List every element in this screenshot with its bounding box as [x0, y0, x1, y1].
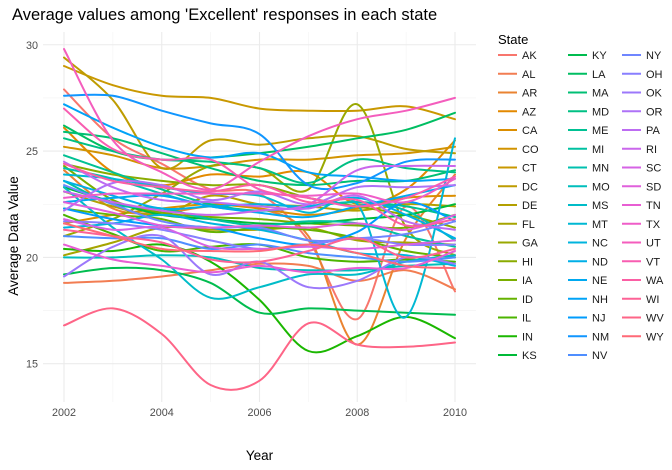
legend-label-ri: RI — [646, 144, 657, 156]
legend-label-wv: WV — [646, 313, 664, 325]
legend-label-dc: DC — [522, 181, 538, 193]
legend-label-sc: SC — [646, 163, 661, 175]
y-axis-title: Average Data Value — [6, 176, 21, 296]
legend-label-fl: FL — [522, 219, 535, 231]
series-line-nj — [63, 201, 456, 246]
series-line-mt — [63, 137, 456, 319]
x-tick-label: 2004 — [150, 407, 174, 419]
legend-label-ar: AR — [522, 88, 537, 100]
series-line-ma — [63, 130, 456, 187]
legend-label-mn: MN — [592, 163, 609, 175]
legend-label-wa: WA — [646, 275, 664, 287]
legend-label-ca: CA — [522, 125, 538, 137]
legend-label-ak: AK — [522, 50, 537, 62]
legend-label-la: LA — [592, 69, 606, 81]
x-axis-ticks: 2002 2004 2006 2008 2010 — [52, 407, 467, 419]
x-tick-label: 2008 — [345, 407, 369, 419]
series-line-or — [63, 180, 456, 212]
series-line-sd — [63, 201, 456, 231]
legend-label-nc: NC — [592, 238, 608, 250]
legend-label-co: CO — [522, 144, 539, 156]
legend-label-ks: KS — [522, 350, 537, 362]
legend-label-ct: CT — [522, 163, 537, 175]
x-tick-label: 2006 — [247, 407, 271, 419]
legend-label-sd: SD — [646, 181, 661, 193]
legend-label-mt: MT — [592, 219, 608, 231]
series-line-in — [63, 243, 456, 354]
series-line-dc — [63, 56, 456, 171]
legend-label-ms: MS — [592, 200, 609, 212]
series-lines — [63, 48, 456, 391]
series-line-ut — [63, 48, 456, 191]
legend-label-oh: OH — [646, 69, 663, 81]
legend-label-pa: PA — [646, 125, 661, 137]
series-line-ri — [63, 164, 456, 216]
legend-label-wi: WI — [646, 294, 659, 306]
chart-title: Average values among 'Excellent' respons… — [12, 6, 437, 24]
series-line-tn — [63, 243, 456, 274]
legend-label-hi: HI — [522, 256, 533, 268]
legend-title: State — [498, 32, 528, 47]
series-line-ct — [63, 65, 456, 121]
legend-label-nm: NM — [592, 331, 609, 343]
legend-label-nh: NH — [592, 294, 608, 306]
legend-label-ia: IA — [522, 275, 533, 287]
legend-label-al: AL — [522, 69, 535, 81]
legend-label-ny: NY — [646, 50, 662, 62]
legend-label-ne: NE — [592, 275, 607, 287]
legend-label-mo: MO — [592, 181, 610, 193]
y-tick-label: 15 — [26, 359, 38, 371]
series-line-vt — [63, 107, 456, 208]
series-line-az — [63, 126, 456, 206]
series-line-wa — [63, 162, 456, 228]
legend-label-vt: VT — [646, 256, 660, 268]
series-line-ny — [63, 184, 456, 242]
series-line-nm — [63, 93, 456, 191]
series-line-wy — [63, 222, 456, 269]
series-line-ne — [63, 184, 456, 219]
series-line-wv — [63, 307, 456, 391]
legend-label-nd: ND — [592, 256, 608, 268]
legend-label-ok: OK — [646, 88, 663, 100]
series-line-co — [63, 145, 456, 170]
series-line-wi — [63, 228, 456, 264]
legend-label-mi: MI — [592, 144, 604, 156]
y-tick-label: 25 — [26, 146, 38, 158]
series-line-ky — [63, 266, 456, 316]
legend-label-nj: NJ — [592, 313, 605, 325]
legend-label-il: IL — [522, 313, 531, 325]
series-line-pa — [63, 160, 456, 231]
series-line-sc — [63, 218, 456, 251]
legend-label-wy: WY — [646, 331, 664, 343]
legend-label-ga: GA — [522, 238, 539, 250]
legend-label-id: ID — [522, 294, 533, 306]
legend-label-me: ME — [592, 125, 609, 137]
y-tick-label: 20 — [26, 252, 38, 264]
legend-label-ky: KY — [592, 50, 607, 62]
y-tick-label: 30 — [26, 40, 38, 52]
legend-label-nv: NV — [592, 350, 608, 362]
legend-label-tn: TN — [646, 200, 661, 212]
legend-label-ma: MA — [592, 88, 609, 100]
y-axis-ticks: 15 20 25 30 — [26, 40, 38, 371]
legend-label-ut: UT — [646, 238, 661, 250]
legend-label-tx: TX — [646, 219, 661, 231]
legend-label-md: MD — [592, 106, 609, 118]
legend-label-de: DE — [522, 200, 537, 212]
legend-label-or: OR — [646, 106, 663, 118]
series-line-mo — [63, 254, 456, 272]
x-tick-label: 2010 — [443, 407, 467, 419]
x-tick-label: 2002 — [52, 407, 76, 419]
legend: AK AL AR AZ CA CO CT DC DE FL GA HI IA ID IL IN KS KY LA MA… — [498, 50, 664, 362]
series-line-nh — [63, 103, 456, 182]
legend-label-az: AZ — [522, 106, 536, 118]
legend-label-in: IN — [522, 331, 533, 343]
x-axis-title: Year — [246, 448, 274, 463]
